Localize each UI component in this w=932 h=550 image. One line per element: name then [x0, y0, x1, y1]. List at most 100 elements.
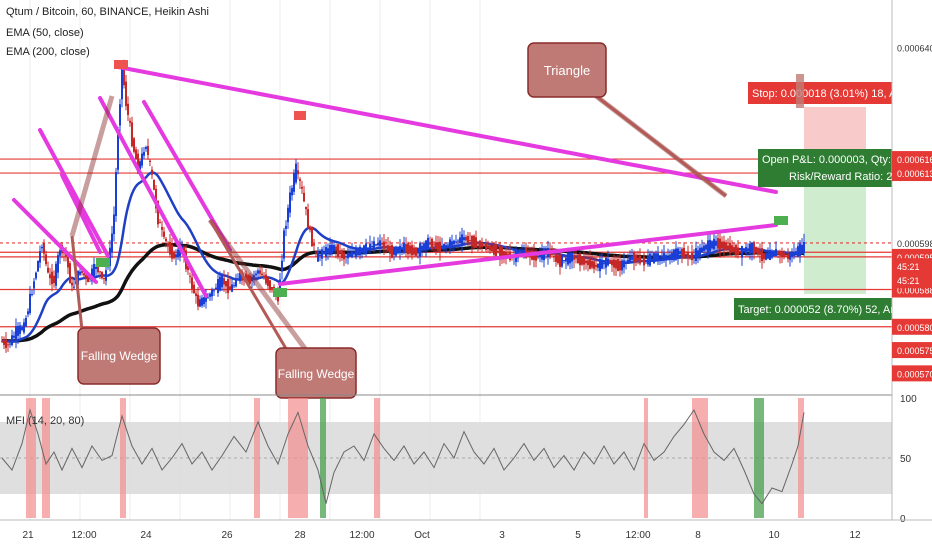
- candle-body: [753, 242, 755, 255]
- candle-body: [739, 250, 741, 253]
- candle-body: [783, 253, 785, 257]
- candle-body: [451, 241, 453, 246]
- candle-body: [593, 261, 595, 269]
- candle-body: [287, 207, 289, 223]
- candle-body: [69, 263, 71, 284]
- callout-falling-wedge-1[interactable]: Falling Wedge: [77, 327, 161, 385]
- candle-body: [245, 273, 247, 283]
- candle-body: [295, 163, 297, 183]
- candle-body: [1, 340, 3, 342]
- candle-body: [251, 276, 253, 282]
- candle-body: [347, 253, 349, 259]
- mfi-highlight: [692, 398, 708, 518]
- candle-body: [49, 274, 51, 279]
- candle-body: [365, 243, 367, 254]
- candle-body: [405, 244, 407, 252]
- candle-body: [755, 247, 757, 253]
- candle-body: [615, 260, 617, 269]
- candle-body: [489, 245, 491, 251]
- candle-body: [415, 247, 417, 256]
- candle-body: [725, 242, 727, 251]
- candle-body: [667, 256, 669, 258]
- candle-body: [285, 225, 287, 229]
- time-tick-label: 26: [221, 530, 233, 541]
- price-tag: [892, 318, 932, 335]
- candle-body: [67, 257, 69, 268]
- candle-body: [757, 248, 759, 255]
- callout-leaders-core: [70, 94, 727, 353]
- candle-body: [25, 318, 27, 327]
- candle-body: [721, 241, 723, 249]
- candle-body: [15, 326, 17, 341]
- candle-body: [297, 170, 299, 175]
- candle-body: [631, 255, 633, 260]
- candle-body: [761, 248, 763, 262]
- candle-body: [21, 327, 23, 330]
- callout-falling-wedge-2[interactable]: Falling Wedge: [275, 347, 357, 399]
- candle-body: [421, 245, 423, 251]
- open-pl-label[interactable]: Open P&L: 0.000003, Qty: 1388 Risk/Rewar…: [758, 149, 919, 187]
- callout-triangle[interactable]: Triangle: [527, 42, 607, 98]
- candle-body: [499, 245, 501, 258]
- candle-body: [663, 253, 665, 261]
- candle-body: [321, 249, 323, 259]
- candle-body: [703, 245, 705, 252]
- target-label-text: Target: 0.000052 (8.70%) 52, Amoun: [738, 304, 918, 316]
- time-tick-label: 12:00: [349, 530, 374, 541]
- candle-body: [71, 282, 73, 286]
- candle-body: [787, 254, 789, 259]
- candle-body: [417, 249, 419, 254]
- candle-body: [413, 247, 415, 255]
- candle-body: [165, 238, 167, 242]
- pivot-marker-green: [96, 258, 110, 267]
- mfi-highlight: [798, 398, 804, 518]
- mfi-highlight: [644, 398, 648, 518]
- candle-body: [551, 253, 553, 256]
- candle-body: [621, 260, 623, 271]
- candle-body: [403, 242, 405, 254]
- candle-body: [557, 255, 559, 264]
- candle-body: [299, 179, 301, 181]
- candle-body: [171, 244, 173, 259]
- stop-label[interactable]: Stop: 0.000018 (3.01%) 18, Amou: [748, 74, 918, 108]
- triangle-upper-line: [116, 65, 778, 194]
- candle-body: [341, 250, 343, 259]
- candle-body: [797, 246, 799, 257]
- mfi-highlight: [288, 398, 308, 518]
- candle-body: [447, 244, 449, 246]
- candle-body: [463, 237, 465, 241]
- candle-body: [53, 275, 55, 284]
- target-zone: [804, 184, 866, 294]
- wedge2-lower-line: [142, 100, 232, 252]
- candle-body: [215, 287, 217, 290]
- candle-body: [609, 259, 611, 264]
- candle-body: [495, 244, 497, 257]
- candle-body: [649, 253, 651, 266]
- candle-body: [379, 240, 381, 247]
- candle-body: [465, 236, 467, 241]
- candle-body: [587, 260, 589, 266]
- mfi-highlight: [320, 398, 326, 518]
- candle-body: [329, 244, 331, 255]
- candle-body: [781, 251, 783, 257]
- candle-body: [397, 247, 399, 254]
- target-label[interactable]: Target: 0.000052 (8.70%) 52, Amoun: [734, 298, 918, 320]
- candle-body: [427, 237, 429, 250]
- candle-body: [33, 281, 35, 289]
- candle-body: [571, 252, 573, 262]
- mfi-highlight: [42, 398, 50, 518]
- candle-body: [361, 248, 363, 253]
- candle-body: [45, 254, 47, 265]
- candle-body: [197, 294, 199, 307]
- candle-body: [35, 272, 37, 279]
- candle-body: [789, 252, 791, 260]
- candle-body: [575, 257, 577, 259]
- time-tick-label: Oct: [414, 530, 430, 541]
- candle-body: [541, 250, 543, 260]
- triangle-lower-line: [278, 223, 778, 286]
- candle-body: [31, 293, 33, 295]
- time-tick-label: 24: [140, 530, 152, 541]
- candle-body: [759, 251, 761, 255]
- candle-body: [715, 240, 717, 246]
- candle-body: [607, 258, 609, 266]
